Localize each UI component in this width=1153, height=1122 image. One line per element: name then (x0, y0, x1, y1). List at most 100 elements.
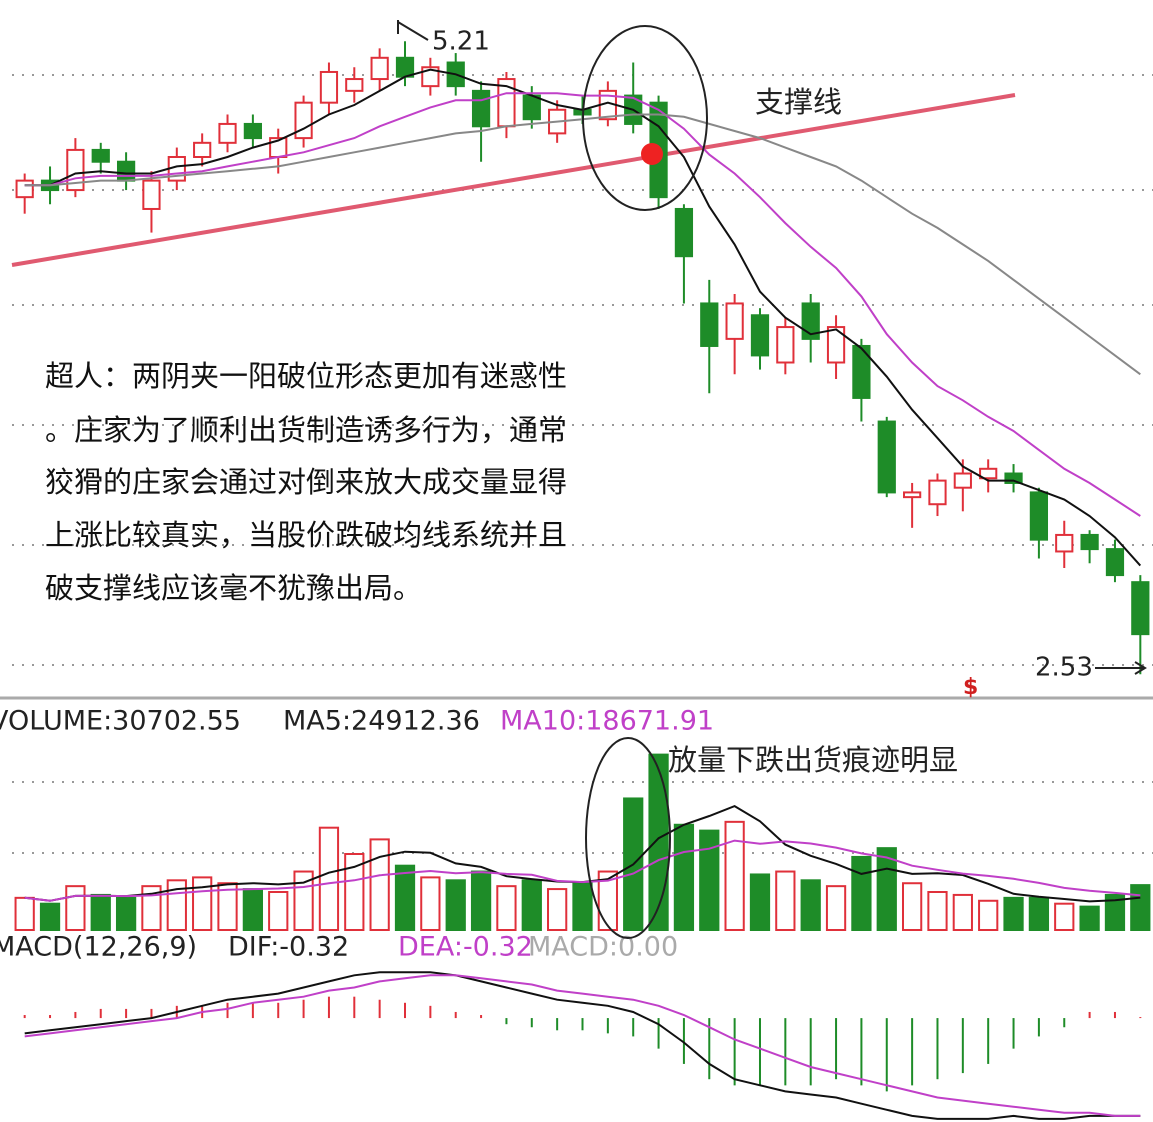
volume-bar (115, 896, 137, 931)
volume-bar (318, 826, 340, 932)
high-label: 5.21 (432, 27, 490, 57)
volume-bar (572, 882, 593, 932)
volume-bar (1104, 893, 1126, 932)
panel-header: VOLUME:30702.55 (0, 706, 241, 737)
candle-body (395, 56, 415, 78)
volume-bar (927, 891, 948, 931)
candle-body (1105, 548, 1125, 577)
panel-header: MA10:18671.91 (500, 706, 714, 737)
support-line (11, 93, 1016, 267)
volume-bar (597, 870, 618, 931)
high-arrow (397, 20, 429, 41)
candle-body (750, 314, 770, 357)
candle-body (522, 94, 541, 121)
highlight-circle (582, 25, 708, 211)
volume-bar (217, 882, 238, 932)
note-line: 超人：两阴夹一阳破位形态更加有迷惑性 (45, 359, 567, 393)
candle-body (674, 207, 694, 258)
candle-body (471, 89, 491, 128)
candle-body (801, 302, 820, 340)
grid (12, 74, 1153, 854)
volume-bar (1130, 884, 1151, 931)
volume-annotation: 放量下跌出货痕迹明显 (668, 743, 958, 777)
break-point (641, 143, 663, 165)
candle-body (294, 101, 313, 140)
signal-mark: $ (963, 675, 978, 700)
volume-bar (1028, 896, 1050, 931)
volume-bar (90, 893, 111, 932)
panel-header: MACD:0.00 (528, 932, 678, 963)
volume-bar (825, 885, 847, 932)
candle-body (243, 122, 262, 140)
candle-body (1029, 491, 1049, 541)
volume-bar (978, 899, 999, 931)
volume-bar (521, 879, 542, 931)
ma-line (24, 92, 1141, 517)
panel-header: MA5:24912.36 (283, 706, 480, 737)
ma-line (24, 974, 1141, 1117)
volume-bar (369, 838, 390, 932)
volume-bar (952, 893, 973, 932)
candle-body (826, 326, 846, 364)
volume-bar (192, 876, 213, 932)
volume-bar (673, 823, 695, 931)
candle-body (979, 467, 998, 480)
panel-header: MACD(12,26,9) (0, 932, 197, 963)
candle-body (193, 141, 212, 159)
volume-bar (724, 820, 745, 931)
volume-bar (1003, 896, 1024, 931)
candle-body (319, 70, 339, 104)
candle-body (1131, 581, 1150, 636)
candle-body (1055, 533, 1074, 553)
ma-line (24, 971, 1141, 1120)
note-line: 。庄家为了顺利出货制造诱多行为，通常 (45, 413, 567, 447)
support-label: 支撑线 (755, 85, 842, 119)
volume-bar (268, 891, 289, 931)
volume-bar (800, 879, 821, 931)
candle-body (953, 472, 972, 489)
volume-bar (14, 896, 35, 931)
volume-bar (420, 876, 441, 932)
panel-header: DIF:-0.32 (228, 932, 349, 963)
note-line: 狡猾的庄家会通过对倒来放大成交量显得 (45, 465, 567, 499)
volume-bar (39, 902, 61, 932)
volume-bar (749, 873, 771, 932)
volume-bar (547, 888, 568, 931)
candle-body (345, 78, 364, 92)
note-line: 上涨比较真实，当股价跌破均线系统并且 (45, 518, 567, 552)
volume-bar (775, 870, 796, 931)
note-line: 破支撑线应该毫不犹豫出局。 (45, 571, 422, 605)
candle-body (218, 122, 237, 144)
candle-body (725, 302, 744, 340)
low-label: 2.53 (1035, 653, 1093, 683)
candle-body (142, 179, 161, 210)
highlight-circle (585, 737, 671, 939)
candle-body (15, 179, 34, 199)
candle-body (1080, 533, 1099, 551)
volume-bar (496, 885, 517, 932)
panel-header: DEA:-0.32 (398, 932, 533, 963)
volume-bar (851, 855, 872, 932)
low-arrow (1095, 661, 1147, 675)
ma-line (24, 839, 1141, 902)
volume-bar (394, 864, 416, 932)
candle-body (116, 160, 136, 182)
candle-body (370, 56, 389, 81)
candle-body (776, 326, 795, 364)
volume-bar (699, 829, 720, 931)
candle-body (700, 302, 719, 347)
volume-bar (1054, 902, 1075, 932)
candle-body (91, 148, 110, 163)
candle-body (928, 479, 947, 506)
volume-bar (445, 879, 466, 931)
candle-body (877, 420, 896, 494)
volume-bar (141, 885, 162, 932)
volume-bar (65, 885, 86, 932)
plot: VOLUME:30702.55 MA5:24912.36 MA10:18671.91… (0, 41, 1151, 1120)
volume-bar (470, 870, 492, 931)
candle-body (903, 491, 922, 499)
ma-line (24, 113, 1141, 376)
candle-body (1004, 472, 1023, 484)
note: 超人：两阴夹一阳破位形态更加有迷惑性 。庄家为了顺利出货制造诱多行为，通常 狡猾… (45, 359, 567, 605)
